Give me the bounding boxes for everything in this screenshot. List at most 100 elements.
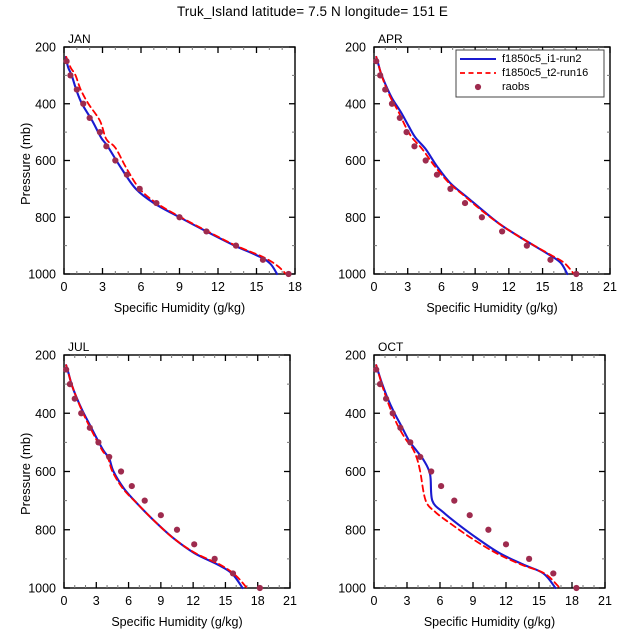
- x-tick-label: 12: [186, 594, 200, 608]
- data-marker: [396, 114, 403, 122]
- data-marker: [550, 570, 557, 577]
- data-marker: [389, 410, 396, 417]
- y-tick-label: 800: [345, 523, 366, 537]
- data-marker: [153, 199, 160, 207]
- y-tick-label: 800: [345, 211, 366, 225]
- data-marker: [407, 439, 414, 446]
- data-marker: [229, 570, 237, 577]
- data-marker: [136, 185, 143, 192]
- x-tick-label: 12: [211, 280, 225, 294]
- y-tick-label: 1000: [28, 268, 56, 282]
- y-tick-label: 400: [35, 97, 56, 111]
- data-marker: [232, 242, 240, 249]
- x-tick-label: 3: [404, 594, 411, 608]
- x-tick-label: 15: [250, 280, 264, 294]
- data-marker: [382, 86, 389, 93]
- figure-title: Truk_Island latitude= 7.5 N longitude= 1…: [176, 4, 449, 19]
- data-marker: [123, 171, 130, 178]
- panel-jul: JUL 0 3 6 9 12 15 18 21 200 400 600 800 1000 Specific …: [0, 338, 310, 640]
- data-marker: [259, 256, 267, 263]
- x-tick-label: 6: [138, 280, 145, 294]
- y-tick-label: 800: [35, 211, 56, 225]
- data-marker: [403, 129, 410, 136]
- y-tick-label: 200: [35, 349, 56, 363]
- x-tick-label: 3: [93, 594, 100, 608]
- plot-frame: [63, 354, 291, 589]
- data-marker: [397, 424, 404, 431]
- x-axis-title: Specific Humidity (g/kg): [426, 301, 557, 315]
- panel-title: APR: [378, 32, 403, 46]
- data-marker: [499, 228, 506, 235]
- x-tick-label: 9: [470, 594, 477, 608]
- panel-apr: APR 0 3 6 9 12 15 18 21 200 400 600 800 1000 f1850c5_i…: [310, 30, 625, 330]
- data-marker: [422, 157, 429, 164]
- x-tick-label: 0: [61, 280, 68, 294]
- y-tick-label: 600: [35, 154, 56, 168]
- data-marker: [211, 555, 218, 562]
- x-tick-label: 6: [125, 594, 132, 608]
- data-marker: [438, 482, 445, 490]
- y-tick-label: 200: [345, 349, 366, 363]
- x-tick-label: 15: [532, 594, 546, 608]
- data-marker: [128, 482, 135, 490]
- data-marker: [461, 199, 469, 207]
- legend-label: f1850c5_t2-run16: [502, 67, 588, 79]
- data-line: [64, 55, 279, 276]
- data-marker: [141, 497, 148, 504]
- data-marker: [388, 100, 396, 107]
- data-line: [65, 364, 244, 590]
- panel-title: JAN: [68, 32, 91, 46]
- data-marker: [447, 185, 454, 192]
- x-tick-label: 0: [371, 594, 378, 608]
- data-marker: [203, 228, 210, 235]
- data-marker: [67, 72, 74, 79]
- x-tick-label: 21: [283, 594, 297, 608]
- data-marker: [191, 541, 198, 548]
- x-tick-label: 6: [437, 594, 444, 608]
- data-marker: [451, 497, 458, 504]
- data-marker: [428, 468, 435, 475]
- x-tick-label: 15: [536, 280, 550, 294]
- data-marker: [526, 555, 533, 562]
- data-marker: [106, 453, 113, 461]
- data-marker: [173, 526, 181, 533]
- y-tick-label: 400: [345, 97, 366, 111]
- data-line: [375, 364, 557, 590]
- data-marker: [433, 171, 441, 178]
- data-marker: [573, 270, 580, 278]
- x-tick-label: 0: [61, 594, 68, 608]
- x-tick-label: 18: [251, 594, 265, 608]
- data-marker: [78, 410, 85, 417]
- data-marker: [103, 143, 110, 150]
- y-tick-label: 800: [35, 523, 56, 537]
- data-marker: [285, 270, 292, 278]
- data-marker: [157, 512, 164, 519]
- legend-label: f1850c5_i1-run2: [502, 53, 582, 65]
- plot-area-oct: OCT 0 3 6 9 12 15 18 21 200 400 600 800 1000 Specific …: [338, 340, 612, 629]
- data-marker: [86, 114, 93, 122]
- data-marker: [523, 242, 530, 249]
- x-tick-label: 9: [157, 594, 164, 608]
- data-marker: [71, 395, 78, 402]
- data-marker: [96, 129, 104, 136]
- data-line: [375, 56, 575, 275]
- plot-frame: [63, 46, 296, 275]
- panel-title: OCT: [378, 340, 404, 354]
- y-tick-label: 200: [345, 41, 366, 55]
- data-marker: [502, 541, 510, 548]
- y-tick-label: 400: [345, 407, 366, 421]
- data-marker: [256, 584, 263, 592]
- data-marker: [376, 381, 384, 388]
- data-marker: [95, 439, 102, 446]
- y-tick-label: 400: [35, 407, 56, 421]
- data-marker: [466, 512, 473, 519]
- data-marker: [373, 366, 380, 373]
- data-marker: [63, 58, 70, 65]
- x-tick-label: 9: [176, 280, 183, 294]
- data-marker: [478, 214, 485, 221]
- x-tick-label: 18: [569, 280, 583, 294]
- plot-area-jul: JUL 0 3 6 9 12 15 18 21 200 400 600 800 1000 Specific …: [28, 340, 297, 629]
- legend-swatch-marker: [474, 83, 482, 91]
- data-marker: [383, 395, 390, 402]
